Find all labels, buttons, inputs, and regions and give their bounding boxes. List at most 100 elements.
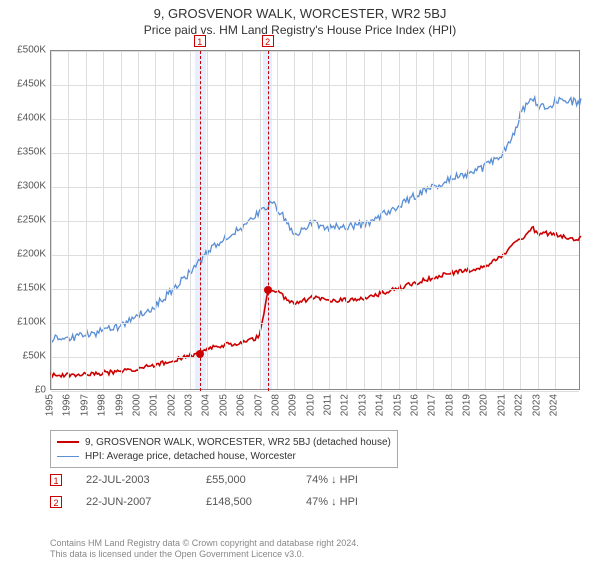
gridline-v <box>138 51 139 389</box>
sale-price: £55,000 <box>206 474 306 486</box>
sale-pct-vs-hpi: 47% ↓ HPI <box>306 496 416 508</box>
xtick-label: 2015 <box>392 394 403 416</box>
chart-subtitle: Price paid vs. HM Land Registry's House … <box>0 23 600 37</box>
gridline-h <box>51 255 579 256</box>
xtick-label: 2010 <box>305 394 316 416</box>
gridline-v <box>451 51 452 389</box>
xtick-label: 2023 <box>531 394 542 416</box>
gridline-v <box>433 51 434 389</box>
xtick-label: 2000 <box>131 394 142 416</box>
gridline-h <box>51 153 579 154</box>
footer-line1: Contains HM Land Registry data © Crown c… <box>50 538 359 549</box>
gridline-h <box>51 119 579 120</box>
sale-marker: 1 <box>50 474 62 486</box>
chart-container: 9, GROSVENOR WALK, WORCESTER, WR2 5BJ Pr… <box>0 6 600 566</box>
xtick-label: 2014 <box>375 394 386 416</box>
gridline-v <box>485 51 486 389</box>
gridline-v <box>312 51 313 389</box>
xtick-label: 1998 <box>97 394 108 416</box>
series-hpi <box>51 97 581 342</box>
event-marker: 1 <box>194 35 206 47</box>
gridline-h <box>51 51 579 52</box>
xtick-label: 2004 <box>201 394 212 416</box>
gridline-v <box>121 51 122 389</box>
gridline-v <box>346 51 347 389</box>
gridline-v <box>329 51 330 389</box>
gridline-v <box>103 51 104 389</box>
series-property <box>51 227 581 377</box>
legend-item: 9, GROSVENOR WALK, WORCESTER, WR2 5BJ (d… <box>57 435 391 449</box>
gridline-v <box>416 51 417 389</box>
ytick-label: £200K <box>2 249 46 260</box>
xtick-label: 2024 <box>548 394 559 416</box>
gridline-v <box>260 51 261 389</box>
legend: 9, GROSVENOR WALK, WORCESTER, WR2 5BJ (d… <box>50 430 398 468</box>
chart-title: 9, GROSVENOR WALK, WORCESTER, WR2 5BJ <box>0 6 600 21</box>
sale-date: 22-JUN-2007 <box>86 496 206 508</box>
xtick-label: 1999 <box>114 394 125 416</box>
plot-region: 12 <box>50 50 580 390</box>
gridline-v <box>399 51 400 389</box>
gridline-h <box>51 85 579 86</box>
ytick-label: £500K <box>2 45 46 56</box>
xtick-label: 2007 <box>253 394 264 416</box>
xtick-label: 1995 <box>45 394 56 416</box>
xtick-label: 2001 <box>149 394 160 416</box>
legend-label: HPI: Average price, detached house, Worc… <box>85 451 296 462</box>
gridline-v <box>242 51 243 389</box>
gridline-v <box>190 51 191 389</box>
ytick-label: £300K <box>2 181 46 192</box>
gridline-v <box>294 51 295 389</box>
xtick-label: 2005 <box>218 394 229 416</box>
series-svg <box>51 51 579 389</box>
sale-point <box>196 350 204 358</box>
xtick-label: 2017 <box>427 394 438 416</box>
legend-label: 9, GROSVENOR WALK, WORCESTER, WR2 5BJ (d… <box>85 437 391 448</box>
gridline-v <box>207 51 208 389</box>
xtick-label: 2013 <box>357 394 368 416</box>
xtick-label: 2021 <box>496 394 507 416</box>
gridline-v <box>173 51 174 389</box>
event-vline <box>268 51 269 391</box>
sale-pct-vs-hpi: 74% ↓ HPI <box>306 474 416 486</box>
ytick-label: £0 <box>2 385 46 396</box>
gridline-h <box>51 323 579 324</box>
gridline-v <box>51 51 52 389</box>
legend-swatch <box>57 456 79 457</box>
xtick-label: 2002 <box>166 394 177 416</box>
gridline-v <box>225 51 226 389</box>
sale-point <box>264 286 272 294</box>
xtick-label: 1997 <box>79 394 90 416</box>
sale-row: 1 22-JUL-2003£55,00074% ↓ HPI <box>50 474 416 486</box>
xtick-label: 2011 <box>323 394 334 416</box>
xtick-label: 2022 <box>514 394 525 416</box>
ytick-label: £450K <box>2 79 46 90</box>
gridline-h <box>51 289 579 290</box>
sale-date: 22-JUL-2003 <box>86 474 206 486</box>
gridline-v <box>86 51 87 389</box>
gridline-v <box>364 51 365 389</box>
sale-row: 2 22-JUN-2007£148,50047% ↓ HPI <box>50 496 416 508</box>
sale-price: £148,500 <box>206 496 306 508</box>
gridline-v <box>155 51 156 389</box>
xtick-label: 2016 <box>409 394 420 416</box>
event-vline <box>200 51 201 391</box>
sale-marker: 2 <box>50 496 62 508</box>
gridline-h <box>51 187 579 188</box>
legend-item: HPI: Average price, detached house, Worc… <box>57 449 391 463</box>
xtick-label: 2020 <box>479 394 490 416</box>
gridline-h <box>51 221 579 222</box>
ytick-label: £400K <box>2 113 46 124</box>
xtick-label: 1996 <box>62 394 73 416</box>
legend-swatch <box>57 441 79 443</box>
gridline-v <box>68 51 69 389</box>
ytick-label: £150K <box>2 283 46 294</box>
xtick-label: 2018 <box>444 394 455 416</box>
xtick-label: 2019 <box>462 394 473 416</box>
ytick-label: £350K <box>2 147 46 158</box>
gridline-v <box>555 51 556 389</box>
gridline-v <box>468 51 469 389</box>
gridline-v <box>520 51 521 389</box>
gridline-h <box>51 357 579 358</box>
xtick-label: 2003 <box>184 394 195 416</box>
